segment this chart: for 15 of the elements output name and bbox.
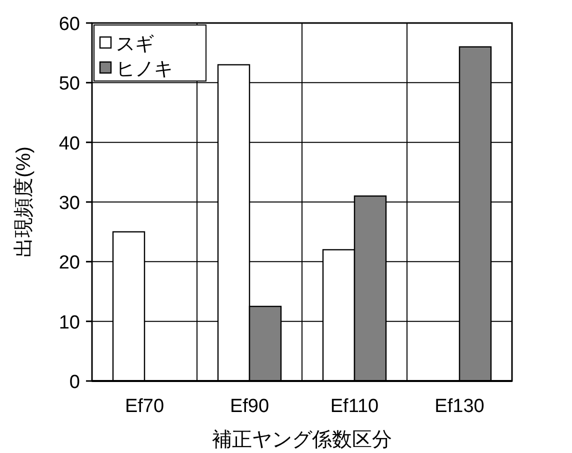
y-tick-label: 40 bbox=[58, 133, 80, 154]
y-tick-label: 10 bbox=[58, 312, 80, 334]
y-tick-label: 50 bbox=[58, 74, 80, 95]
x-tick-label: Ef70 bbox=[124, 396, 164, 417]
x-tick-label: Ef130 bbox=[434, 396, 484, 417]
x-tick-label: Ef90 bbox=[230, 396, 270, 417]
x-tick-label: Ef110 bbox=[330, 396, 379, 417]
legend-label: スギ bbox=[116, 34, 154, 55]
legend-label: ヒノキ bbox=[116, 59, 173, 80]
y-tick-label: 20 bbox=[58, 252, 80, 274]
y-axis-title: 出現頻度(%) bbox=[13, 146, 35, 258]
x-axis-title: 補正ヤング係数区分 bbox=[212, 429, 392, 451]
y-tick-label: 30 bbox=[58, 193, 80, 214]
y-tick-label: 0 bbox=[69, 372, 80, 393]
y-tick-label: 60 bbox=[58, 14, 80, 35]
